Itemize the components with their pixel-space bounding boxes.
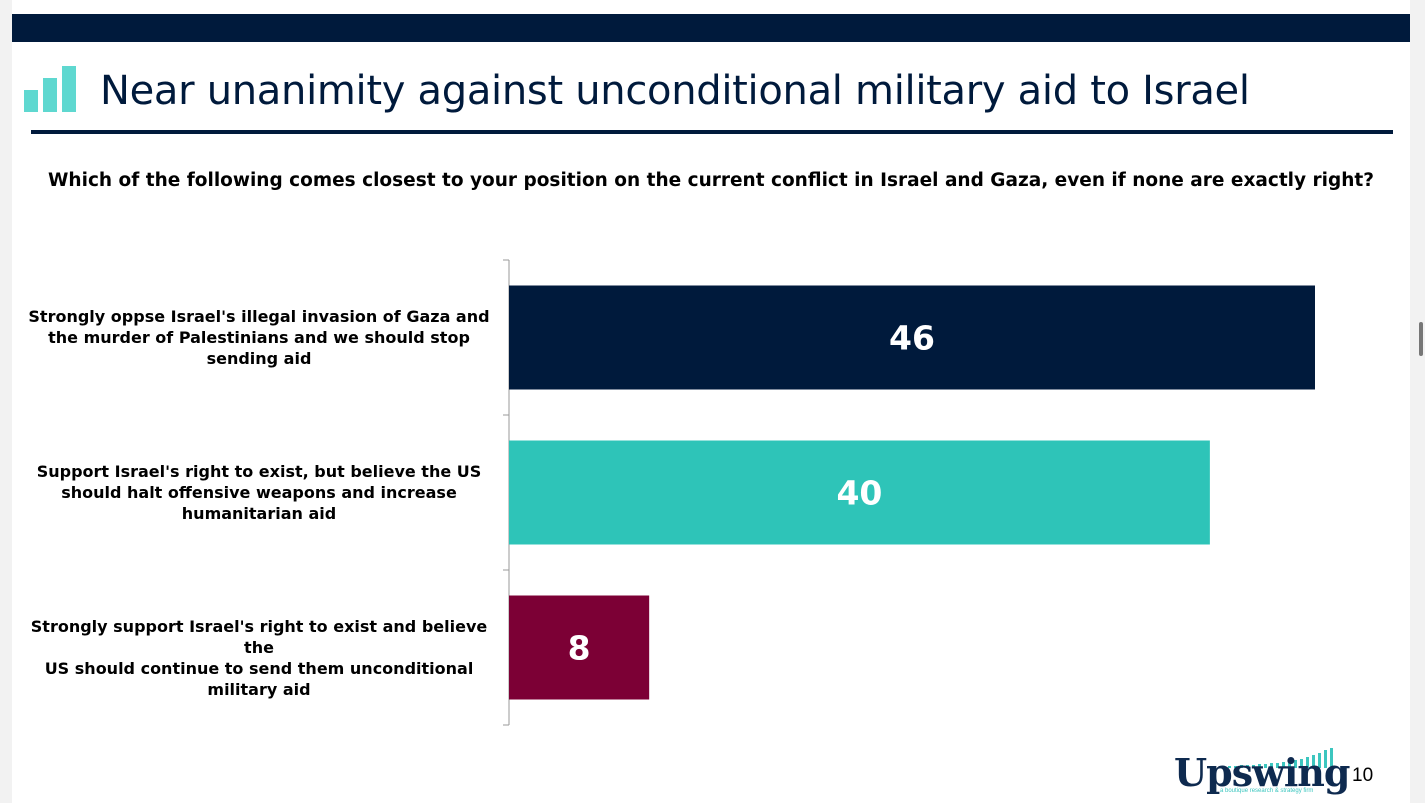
- equalizer-bar: [1234, 766, 1237, 768]
- equalizer-bar: [1258, 764, 1261, 768]
- equalizer-bar: [1312, 755, 1315, 768]
- equalizer-bar: [1252, 765, 1255, 768]
- equalizer-icon: [1228, 746, 1334, 768]
- equalizer-bar: [1318, 753, 1321, 768]
- category-label-line: Strongly support Israel's right to exist…: [30, 616, 488, 657]
- bar-value-label: 46: [889, 319, 935, 358]
- category-label-line: military aid: [207, 679, 311, 699]
- category-label-line: sending aid: [206, 348, 312, 368]
- category-label-line: the murder of Palestinians and we should…: [48, 327, 470, 347]
- scrollbar-thumb[interactable]: [1419, 322, 1423, 356]
- category-label: Strongly support Israel's right to exist…: [24, 616, 494, 700]
- slide: Near unanimity against unconditional mil…: [12, 0, 1410, 803]
- brand-logo: Upswing a boutique research & strategy f…: [1172, 742, 1350, 797]
- category-label-line: humanitarian aid: [181, 503, 337, 523]
- bar-3: [509, 595, 650, 700]
- chart-canvas: 46 40 8: [503, 259, 1315, 726]
- category-label: Strongly oppse Israel's illegal invasion…: [24, 306, 494, 369]
- equalizer-bar: [1282, 762, 1285, 768]
- bar-1: [509, 285, 1315, 390]
- page-title: Near unanimity against unconditional mil…: [100, 68, 1250, 114]
- title-divider: [31, 130, 1393, 134]
- equalizer-bar: [1288, 761, 1291, 768]
- category-label-line: should halt offensive weapons and increa…: [61, 482, 457, 502]
- bar-2: [509, 440, 1210, 545]
- page-number: 10: [1352, 765, 1374, 786]
- category-label-line: Support Israel's right to exist, but bel…: [36, 461, 482, 481]
- equalizer-bar: [1246, 765, 1249, 768]
- equalizer-bar: [1294, 760, 1297, 768]
- equalizer-bar: [1240, 765, 1243, 768]
- equalizer-bar: [1264, 764, 1267, 768]
- bar-chart-icon: [24, 66, 76, 112]
- equalizer-bar: [1330, 748, 1333, 768]
- equalizer-bar: [1300, 759, 1303, 768]
- equalizer-bar: [1228, 766, 1231, 768]
- header-bar: [12, 14, 1410, 42]
- equalizer-bar: [1306, 757, 1309, 768]
- brand-name: Upswing: [1174, 750, 1350, 795]
- equalizer-bar: [1324, 750, 1327, 768]
- equalizer-bar: [1276, 763, 1279, 768]
- equalizer-bar: [1270, 763, 1273, 768]
- bar-value-label: 8: [568, 629, 591, 668]
- category-label-line: US should continue to send them uncondit…: [44, 658, 474, 678]
- category-label: Support Israel's right to exist, but bel…: [24, 461, 494, 524]
- category-label-line: Strongly oppse Israel's illegal invasion…: [28, 306, 490, 326]
- brand-tagline: a boutique research & strategy firm: [1220, 788, 1314, 794]
- survey-question: Which of the following comes closest to …: [48, 170, 1374, 191]
- bar-value-label: 40: [836, 474, 882, 513]
- bar-chart: 46 40 8 Strongly oppse Israel's illegal in…: [12, 0, 1410, 803]
